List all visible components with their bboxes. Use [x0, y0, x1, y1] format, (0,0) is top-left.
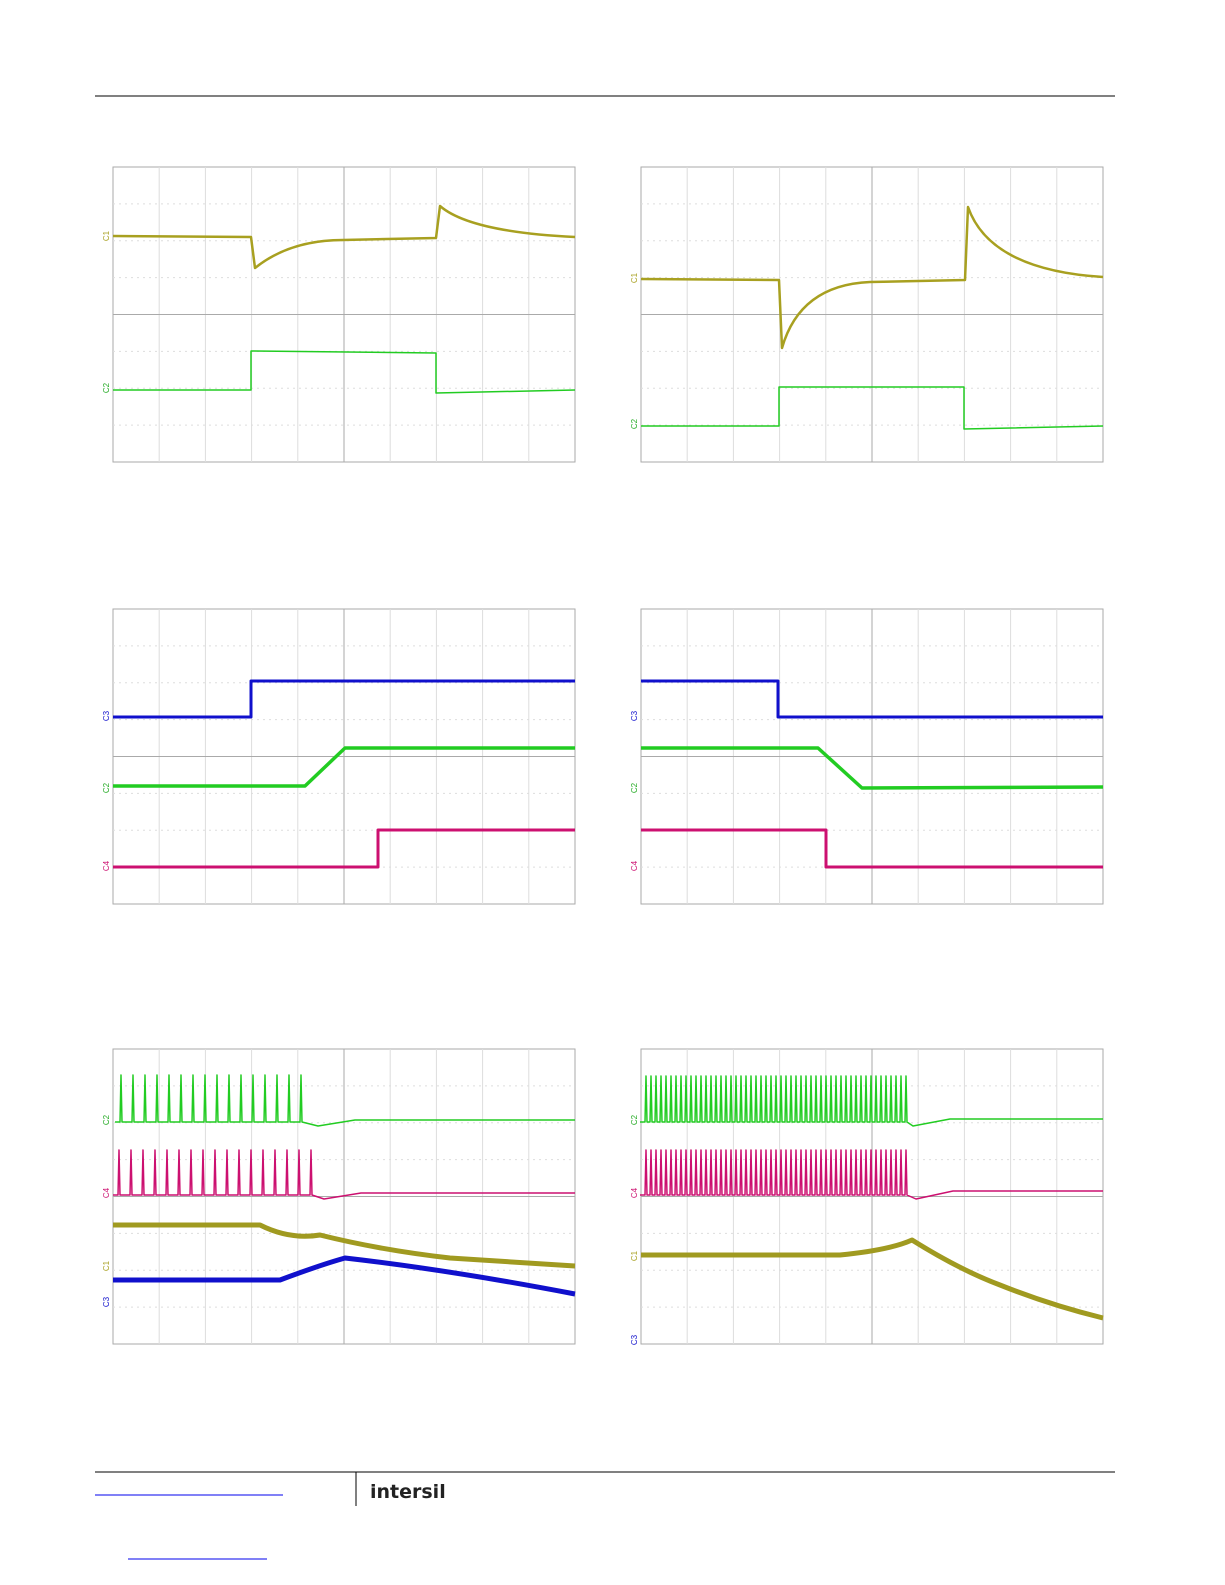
channel-label: C4: [630, 1187, 639, 1198]
waveform: [113, 746, 575, 788]
waveform: [113, 828, 575, 869]
waveform: [641, 386, 1104, 430]
waveform: [115, 1074, 575, 1127]
channel-label: C2: [630, 418, 639, 429]
channel-label: C1: [102, 230, 111, 241]
waveform: [112, 204, 576, 270]
waveform: [641, 1237, 1104, 1321]
channel-label: C2: [102, 1114, 111, 1125]
channel-label: C1: [630, 272, 639, 283]
waveform: [113, 1222, 576, 1269]
channel-label: C2: [102, 382, 111, 393]
waveform: [641, 828, 1103, 869]
channel-label: C4: [102, 1187, 111, 1198]
channel-label: C4: [630, 860, 639, 871]
channel-label: C2: [630, 782, 639, 793]
waveform: [640, 205, 1104, 350]
waveform: [640, 1149, 1103, 1200]
waveform: [640, 1075, 1103, 1127]
channel-label: C1: [102, 1260, 111, 1271]
waveform: [113, 1149, 575, 1200]
channel-label: C2: [630, 1114, 639, 1125]
waveform: [641, 746, 1104, 790]
waveforms: [112, 204, 1104, 1321]
channel-label: C1: [630, 1250, 639, 1261]
channel-label: C3: [630, 710, 639, 721]
channel-label: C2: [102, 782, 111, 793]
channel-label: C3: [102, 1296, 111, 1307]
channel-label: C3: [102, 710, 111, 721]
waveform: [113, 679, 575, 719]
waveform: [641, 679, 1103, 719]
channel-label: C3: [630, 1334, 639, 1345]
channel-label: C4: [102, 860, 111, 871]
logo: intersil: [370, 1481, 446, 1503]
waveform: [113, 1255, 576, 1297]
scope-grids: [112, 166, 1104, 1345]
channel-labels: C1 C2 C1 C2 C3 C2 C4 C3 C2 C4 C2 C4 C1 C3 C2 C4 C1 C3: [102, 230, 639, 1345]
waveform: [113, 350, 576, 394]
